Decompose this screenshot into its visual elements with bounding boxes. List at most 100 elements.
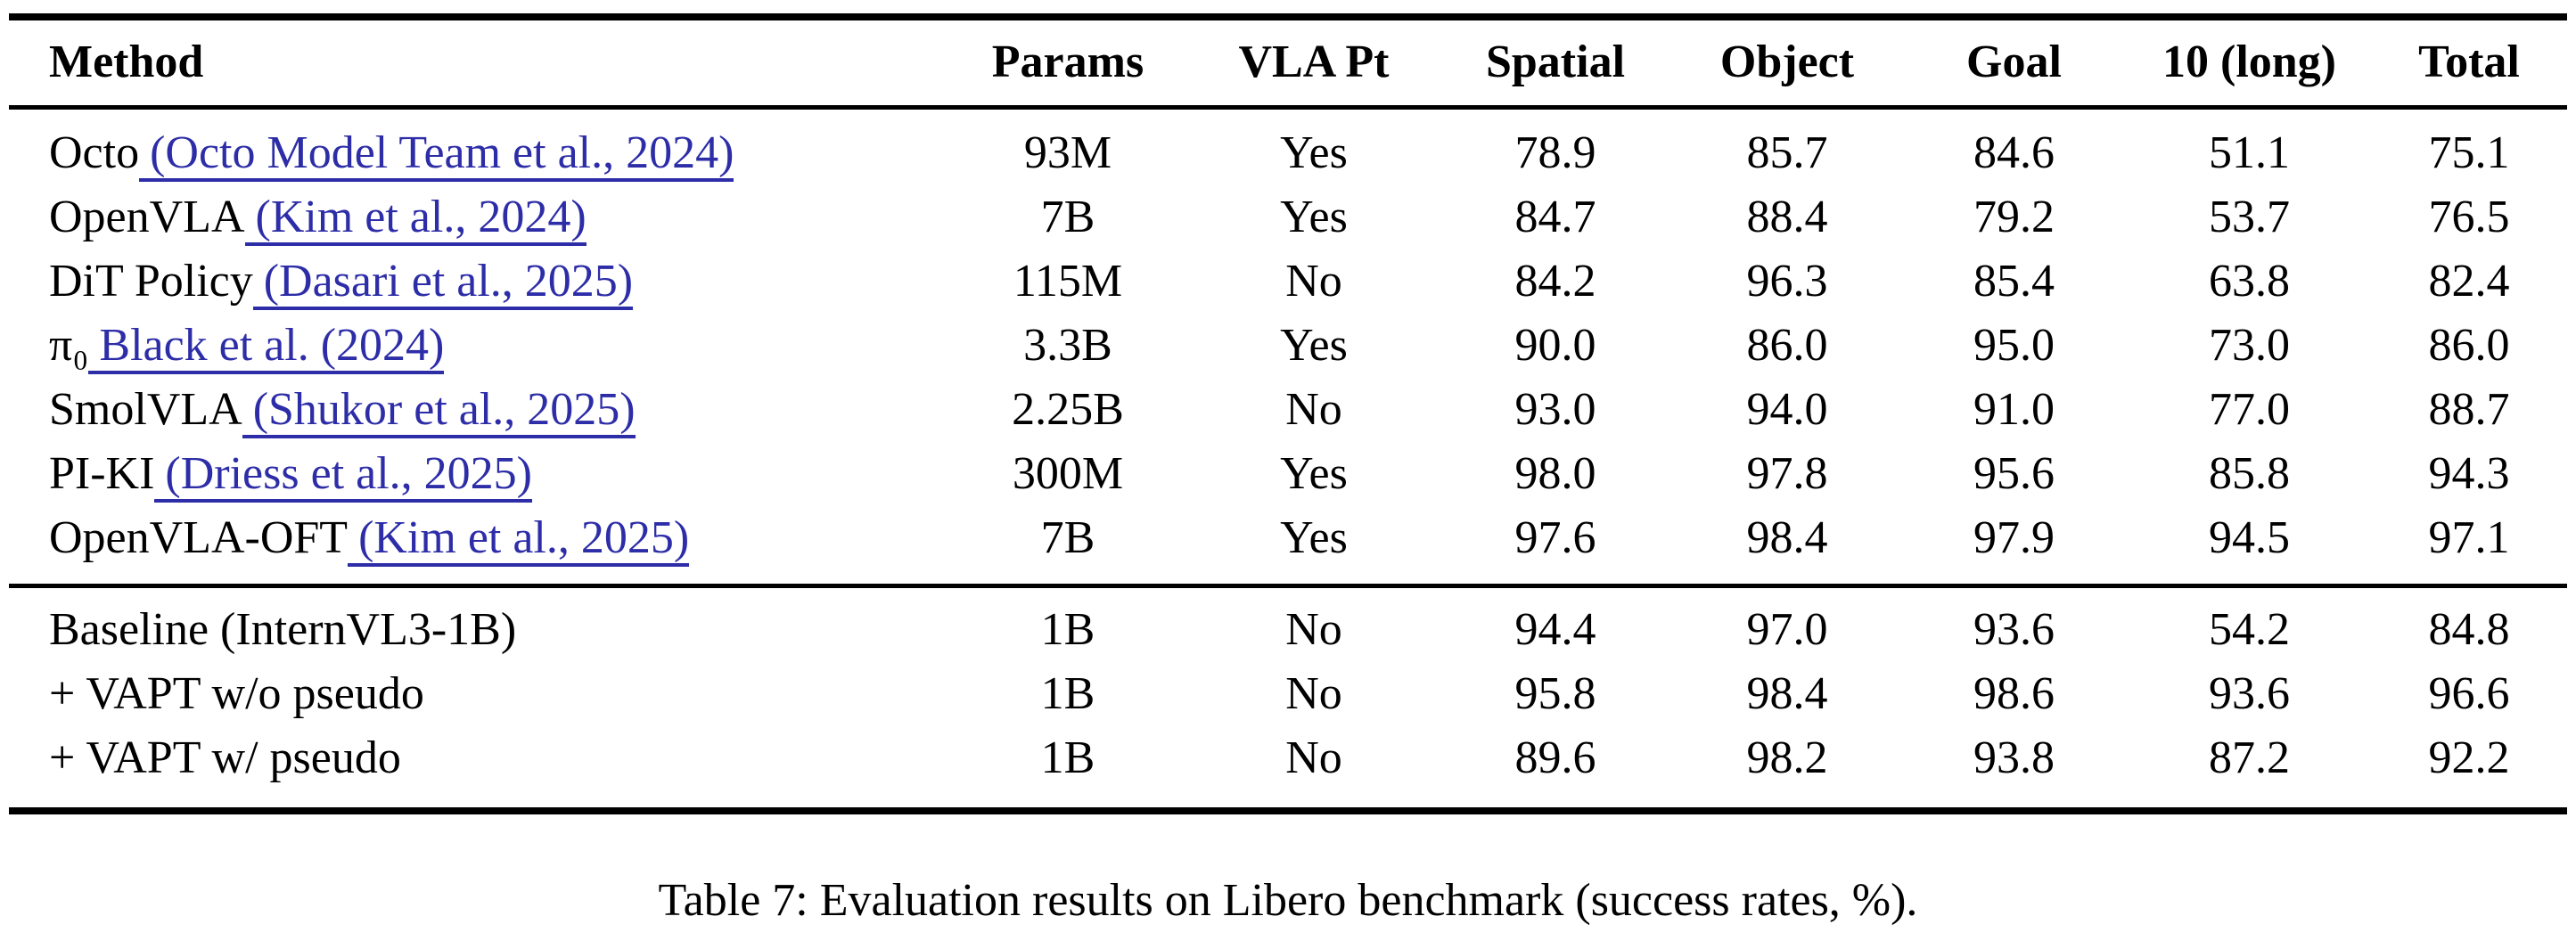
method-cell: SmolVLA (Shukor et al., 2025) (9, 378, 945, 442)
vla-pt-cell: No (1285, 732, 1342, 783)
spatial-cell: 89.6 (1514, 732, 1596, 783)
object-cell: 85.7 (1746, 127, 1828, 178)
method-name: Baseline (InternVL3-1B) (49, 604, 517, 655)
vla-pt-cell: Yes (1280, 320, 1348, 371)
results-table: Method Params VLA Pt Spatial Object Goal… (9, 13, 2567, 814)
table-row: OpenVLA-OFT (Kim et al., 2025) 7B Yes 97.… (9, 506, 2567, 586)
long10-cell: 53.7 (2209, 192, 2290, 242)
method-name: Octo (49, 127, 140, 178)
long10-cell: 87.2 (2209, 732, 2290, 783)
method-cell: DiT Policy (Dasari et al., 2025) (9, 250, 945, 314)
header-row: Method Params VLA Pt Spatial Object Goal… (9, 17, 2567, 108)
method-name: + VAPT w/ pseudo (49, 732, 401, 783)
method-cell: OpenVLA (Kim et al., 2024) (9, 185, 945, 250)
total-cell: 82.4 (2428, 256, 2510, 307)
baselines-section: Octo (Octo Model Team et al., 2024) 93M Y… (9, 108, 2567, 586)
table-row: π₀ Black et al. (2024) 3.3B Yes 90.0 86.0… (9, 314, 2567, 378)
object-cell: 98.4 (1746, 668, 1828, 719)
spatial-cell: 98.0 (1514, 448, 1596, 499)
citation-link[interactable]: (Shukor et al., 2025) (242, 384, 636, 438)
method-cell: Baseline (InternVL3-1B) (9, 586, 945, 663)
long10-cell: 85.8 (2209, 448, 2290, 499)
method-name: SmolVLA (49, 384, 242, 435)
method-name: OpenVLA-OFT (49, 512, 349, 563)
goal-cell: 97.9 (1973, 512, 2055, 563)
spatial-cell: 78.9 (1514, 127, 1596, 178)
col-header-params: Params (991, 37, 1144, 87)
vla-pt-cell: No (1285, 604, 1342, 655)
spatial-cell: 97.6 (1514, 512, 1596, 563)
goal-cell: 93.8 (1973, 732, 2055, 783)
object-cell: 86.0 (1746, 320, 1828, 371)
goal-cell: 95.0 (1973, 320, 2055, 371)
table-caption: Table 7: Evaluation results on Libero be… (658, 875, 1918, 926)
params-cell: 115M (1013, 256, 1123, 307)
long10-cell: 77.0 (2209, 384, 2290, 435)
goal-cell: 84.6 (1973, 127, 2055, 178)
params-cell: 2.25B (1012, 384, 1124, 435)
total-cell: 75.1 (2428, 127, 2510, 178)
citation-link[interactable]: Black et al. (2024) (88, 320, 445, 374)
method-cell: PI-KI (Driess et al., 2025) (9, 442, 945, 506)
params-cell: 3.3B (1023, 320, 1112, 371)
spatial-cell: 90.0 (1514, 320, 1596, 371)
table-row: SmolVLA (Shukor et al., 2025) 2.25B No 93… (9, 378, 2567, 442)
long10-cell: 93.6 (2209, 668, 2290, 719)
method-name: DiT Policy (49, 256, 253, 307)
method-cell: Octo (Octo Model Team et al., 2024) (9, 108, 945, 186)
col-header-10-long: 10 (long) (2162, 37, 2336, 87)
total-cell: 97.1 (2428, 512, 2510, 563)
vla-pt-cell: No (1285, 384, 1342, 435)
vla-pt-cell: No (1285, 256, 1342, 307)
table-row: DiT Policy (Dasari et al., 2025) 115M No … (9, 250, 2567, 314)
total-cell: 92.2 (2428, 732, 2510, 783)
goal-cell: 93.6 (1973, 604, 2055, 655)
total-cell: 84.8 (2428, 604, 2510, 655)
spatial-cell: 84.7 (1514, 192, 1596, 242)
total-cell: 86.0 (2428, 320, 2510, 371)
long10-cell: 51.1 (2209, 127, 2290, 178)
col-header-spatial: Spatial (1485, 37, 1626, 87)
object-cell: 98.2 (1746, 732, 1828, 783)
total-cell: 88.7 (2428, 384, 2510, 435)
table-row: + VAPT w/ pseudo 1B No 89.6 98.2 93.8 87… (9, 726, 2567, 811)
citation-link[interactable]: (Driess et al., 2025) (154, 448, 532, 503)
citation-link[interactable]: (Octo Model Team et al., 2024) (139, 127, 734, 182)
table-row: Baseline (InternVL3-1B) 1B No 94.4 97.0 … (9, 586, 2567, 663)
object-cell: 96.3 (1746, 256, 1828, 307)
params-cell: 300M (1012, 448, 1124, 499)
vla-pt-cell: Yes (1280, 127, 1348, 178)
object-cell: 94.0 (1746, 384, 1828, 435)
vla-pt-cell: No (1285, 668, 1342, 719)
params-cell: 7B (1040, 512, 1095, 563)
total-cell: 96.6 (2428, 668, 2510, 719)
params-cell: 7B (1040, 192, 1095, 242)
table-row: + VAPT w/o pseudo 1B No 95.8 98.4 98.6 9… (9, 662, 2567, 726)
vla-pt-cell: Yes (1280, 512, 1348, 563)
table-row: Octo (Octo Model Team et al., 2024) 93M Y… (9, 108, 2567, 186)
paper-table-figure: Method Params VLA Pt Spatial Object Goal… (0, 13, 2576, 949)
goal-cell: 95.6 (1973, 448, 2055, 499)
params-cell: 1B (1040, 604, 1095, 655)
total-cell: 76.5 (2428, 192, 2510, 242)
goal-cell: 85.4 (1973, 256, 2055, 307)
citation-link[interactable]: (Dasari et al., 2025) (252, 256, 634, 310)
long10-cell: 73.0 (2209, 320, 2290, 371)
table-row: PI-KI (Driess et al., 2025) 300M Yes 98.0… (9, 442, 2567, 506)
method-name: π₀ (49, 320, 89, 371)
params-cell: 93M (1023, 127, 1112, 178)
vla-pt-cell: Yes (1280, 448, 1348, 499)
long10-cell: 63.8 (2209, 256, 2290, 307)
total-cell: 94.3 (2428, 448, 2510, 499)
spatial-cell: 93.0 (1514, 384, 1596, 435)
goal-cell: 79.2 (1973, 192, 2055, 242)
long10-cell: 94.5 (2209, 512, 2290, 563)
citation-link[interactable]: (Kim et al., 2025) (348, 512, 690, 567)
method-name: PI-KI (49, 448, 155, 499)
col-header-object: Object (1719, 37, 1855, 87)
params-cell: 1B (1040, 732, 1095, 783)
object-cell: 88.4 (1746, 192, 1828, 242)
col-header-vla-pt: VLA Pt (1238, 37, 1390, 87)
citation-link[interactable]: (Kim et al., 2024) (244, 192, 587, 246)
col-header-method: Method (49, 37, 204, 87)
